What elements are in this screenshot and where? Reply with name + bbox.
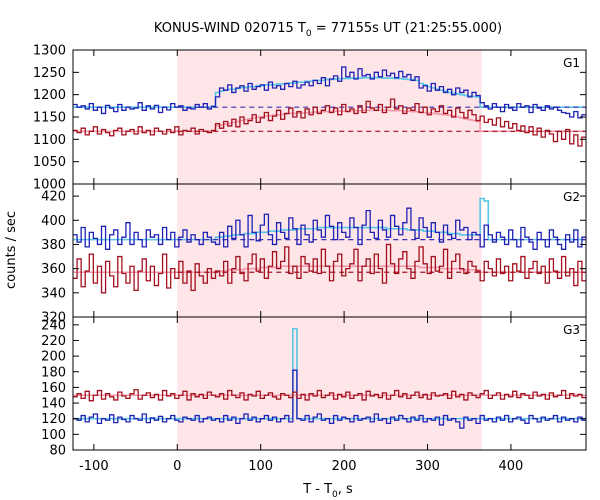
y-tick-label: 340 [41,286,66,301]
x-tick-label: 0 [173,459,181,474]
panel-frame [72,316,587,451]
series-red-measured-g2 [73,243,586,294]
y-tick-label: 1250 [33,66,66,81]
chart-title: KONUS-WIND 020715 T0 = 77155s UT (21:25:… [154,21,502,39]
shaded-interval [177,50,482,184]
y-tick-label: 1300 [33,44,66,59]
y-tick-label: 140 [41,397,66,412]
x-tick-label: 300 [415,459,440,474]
y-tick-label: 100 [41,428,66,443]
panel-g2: 320 340 360 380 400 420 G2 [41,183,587,326]
y-tick-label: 160 [41,381,66,396]
panel-series [73,66,586,147]
x-tick-label: 100 [248,459,273,474]
panel-series [73,197,586,294]
x-axis-label: T - T0, s [302,482,353,500]
y-tick-label: 380 [41,238,66,253]
y-tick-label: 240 [41,318,66,333]
y-tick-label: 1150 [33,111,66,126]
panel-g1: 1000 1050 1100 1150 1200 1250 1300 G1 [33,44,587,193]
shaded-interval [177,317,482,450]
panel-label: G1 [563,56,580,70]
y-tick-label: 320 [41,311,66,326]
chart-panels: 1000105011001150120012501300G13203403603… [33,44,587,474]
series-blue-measured-g2 [73,207,586,250]
y-tick-label: 180 [41,365,66,380]
y-axis-label: counts / sec [4,211,19,289]
y-tick-label: 360 [41,262,66,277]
panel-label: G3 [563,323,580,337]
x-tick-label: -100 [79,459,109,474]
y-tick-label: 80 [49,444,66,459]
y-tick-label: 1200 [33,88,66,103]
y-tick-label: 120 [41,412,66,427]
x-tick-label: 400 [499,459,524,474]
series-red-measured-g3 [73,389,586,402]
series-blue-measured-g3 [73,369,586,429]
y-tick-label: 1050 [33,155,66,170]
y-tick-label: 400 [41,214,66,229]
y-tick-label: 200 [41,350,66,365]
panel-label: G2 [563,190,580,204]
y-tick-label: 1000 [33,178,66,193]
y-tick-label: 420 [41,190,66,205]
series-blue-measured-g1 [73,66,586,119]
shaded-interval [177,184,482,317]
y-tick-label: 1100 [33,133,66,148]
y-tick-label: 220 [41,334,66,349]
panel-series [73,327,586,429]
series-red-measured-g1 [73,98,586,147]
x-tick-label: 200 [332,459,357,474]
